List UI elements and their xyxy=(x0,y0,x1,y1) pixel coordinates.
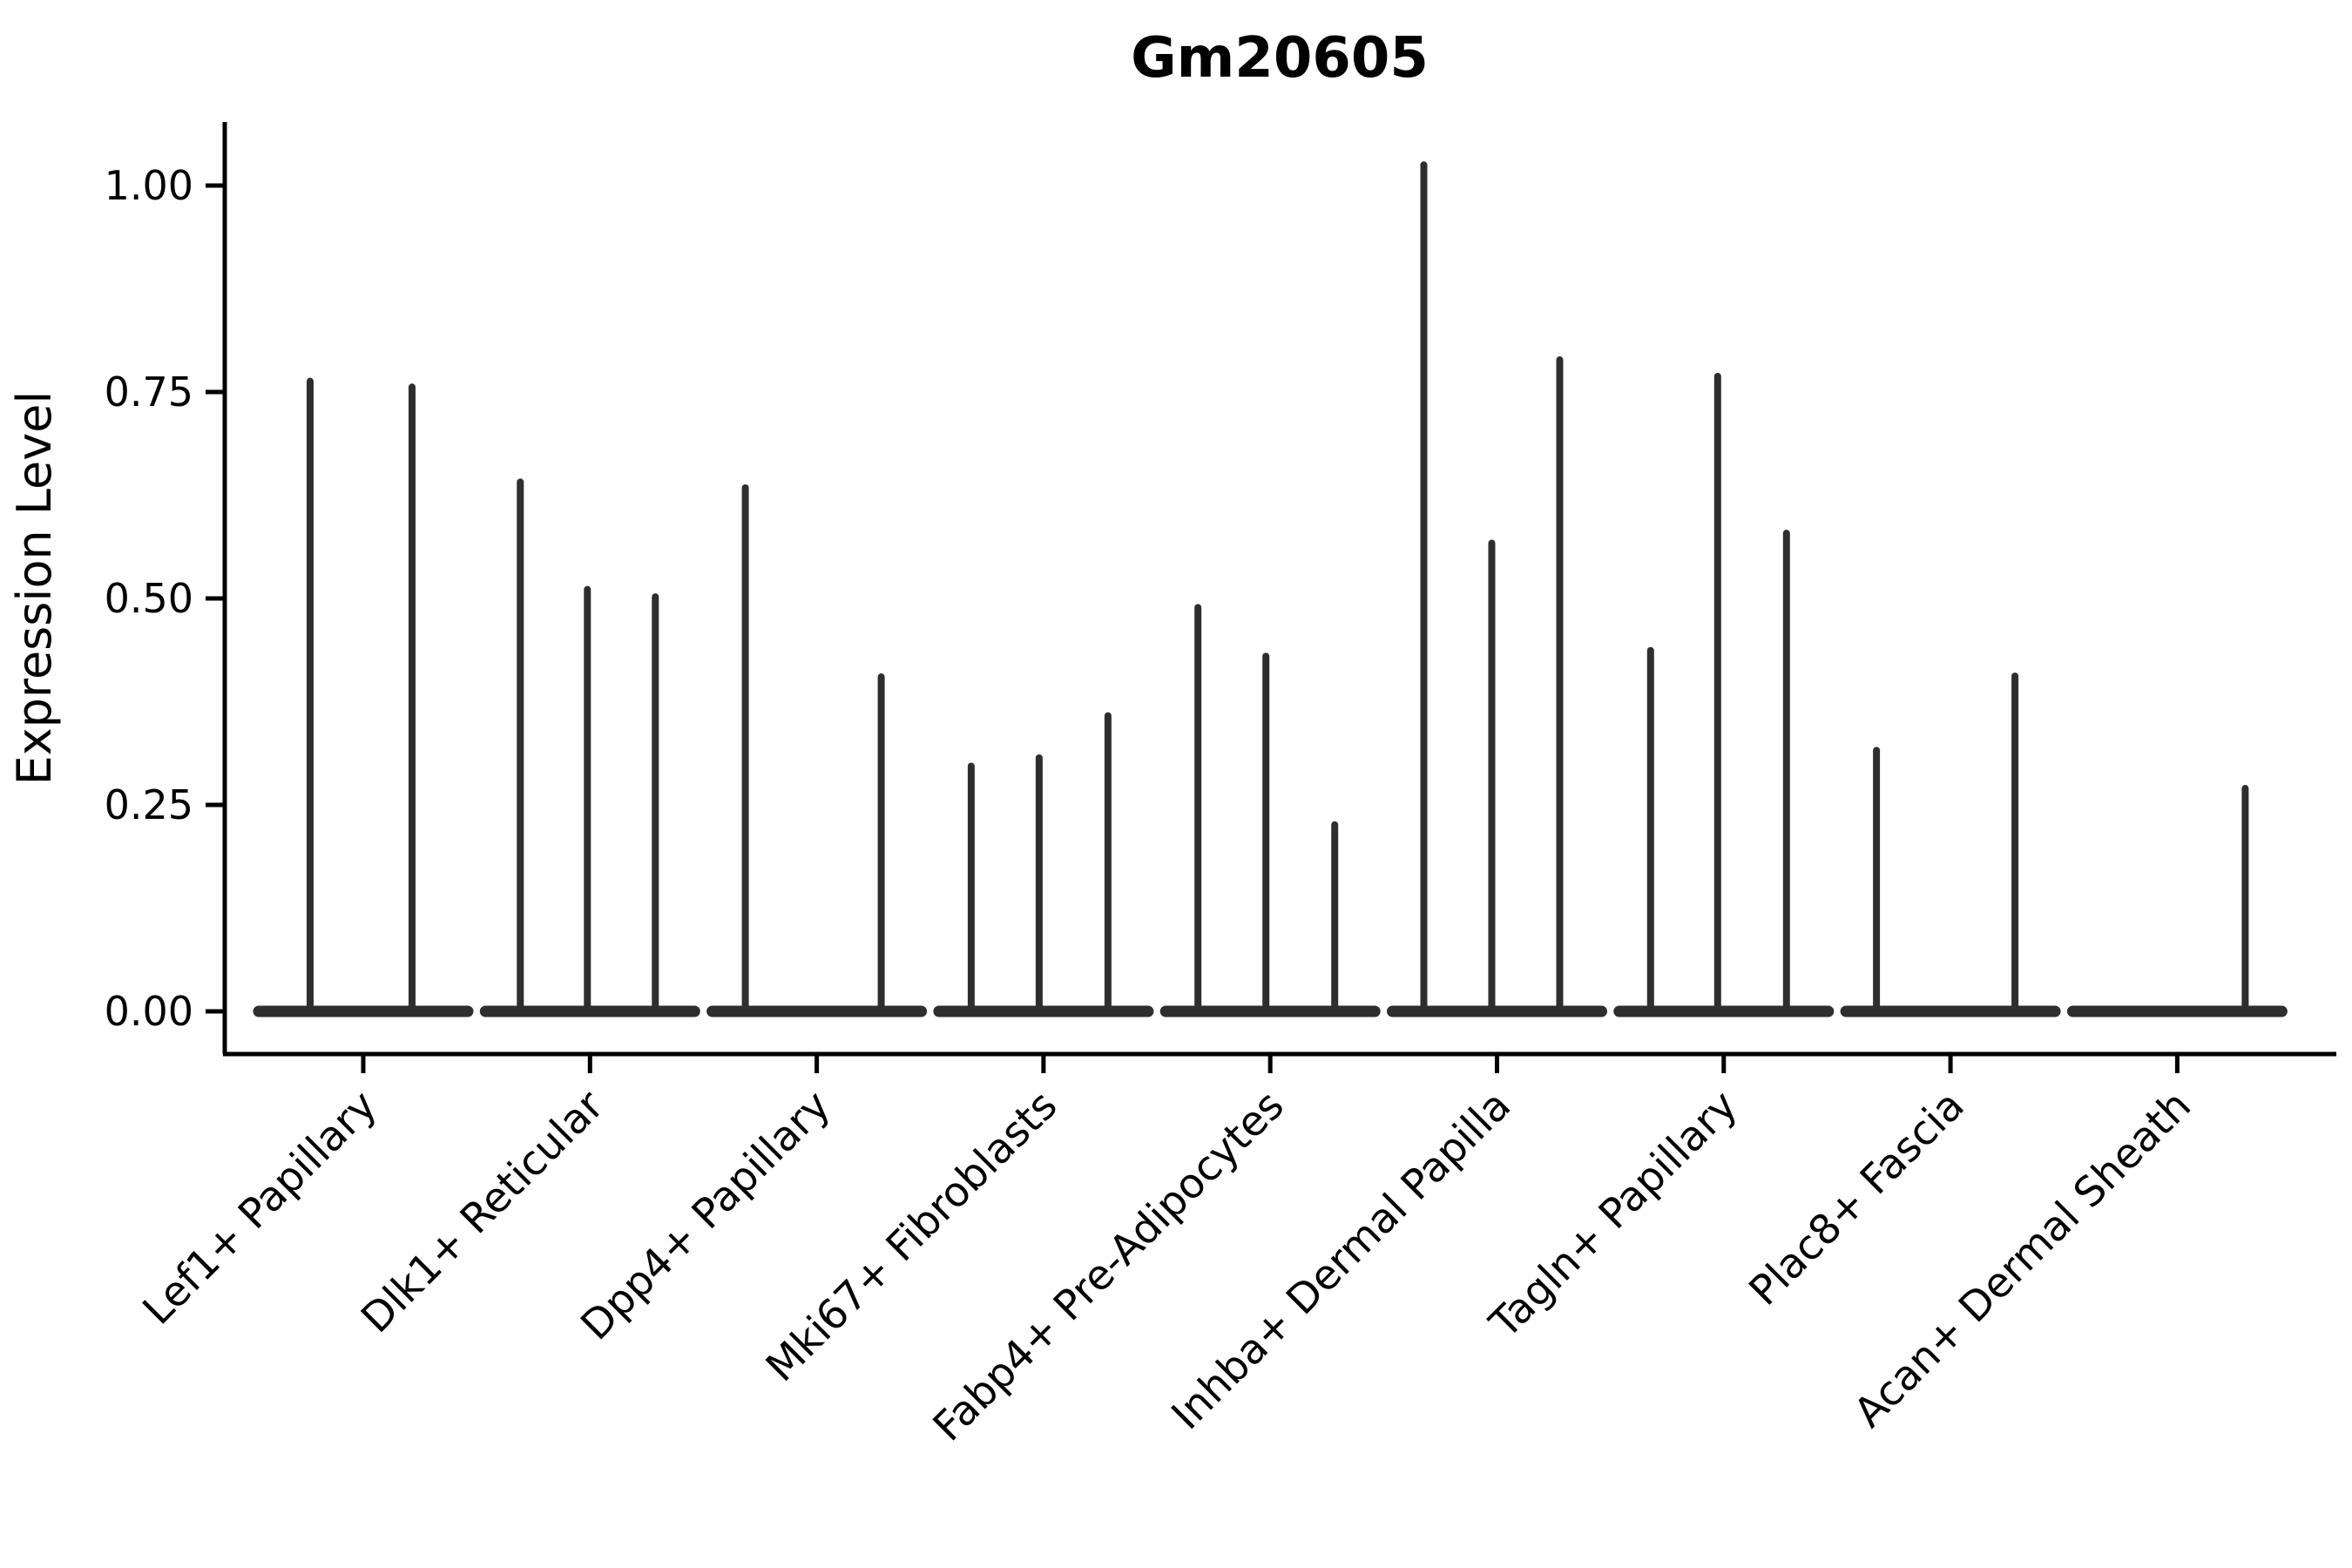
x-category-label: Dpp4+ Papillary xyxy=(571,1082,840,1350)
y-tick-label: 0.50 xyxy=(105,575,193,622)
x-category-label: Lef1+ Papillary xyxy=(134,1082,387,1335)
y-tick-label: 0.75 xyxy=(105,368,193,416)
y-axis-label: Expression Level xyxy=(7,391,62,786)
axes-layer xyxy=(206,122,2336,1073)
x-category-label: Plac8+ Fascia xyxy=(1740,1082,1974,1315)
tick-labels-layer: 0.00 0.25 0.50 0.75 1.00 Lef1+ PapillaryDlk1+… xyxy=(105,162,2200,1450)
x-category-label: Dlk1+ Reticular xyxy=(352,1081,613,1342)
x-category-label: Tagln+ Papillary xyxy=(1480,1082,1747,1348)
y-tick-label: 0.25 xyxy=(105,781,193,828)
violin-spikes-layer xyxy=(307,161,2249,1015)
y-tick-label: 0.00 xyxy=(105,988,193,1035)
y-tick-label: 1.00 xyxy=(105,162,193,209)
chart-title: Gm20605 xyxy=(1131,26,1429,91)
